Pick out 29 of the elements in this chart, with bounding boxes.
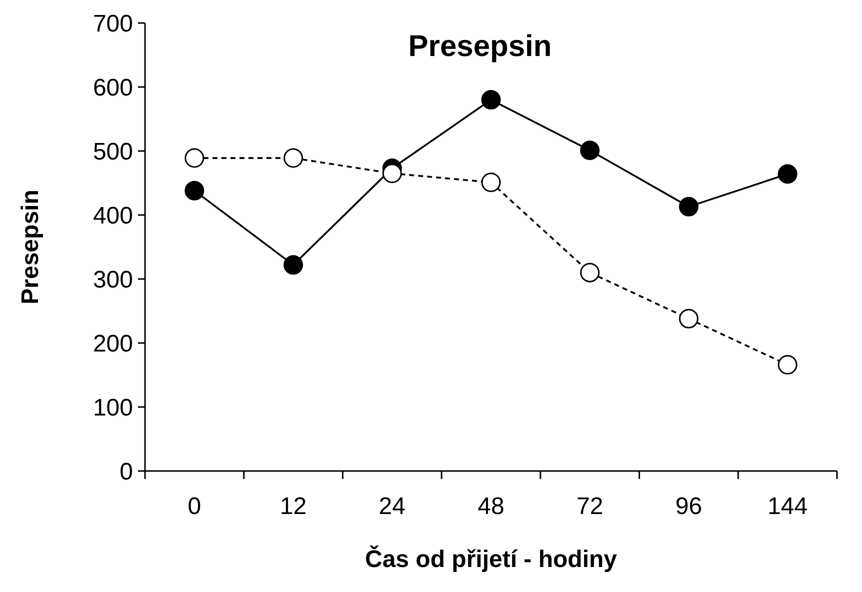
point xyxy=(580,262,600,282)
point xyxy=(678,196,698,216)
x-tick-label: 48 xyxy=(478,493,504,520)
y-tick-label: 100 xyxy=(92,394,133,422)
point xyxy=(481,172,501,192)
x-tick-label: 72 xyxy=(576,493,604,520)
point xyxy=(481,90,501,110)
point xyxy=(580,140,600,160)
y-tick-label: 500 xyxy=(92,138,133,166)
point xyxy=(778,164,798,184)
x-tick-label: 0 xyxy=(188,493,202,520)
y-tick-label: 400 xyxy=(92,202,133,230)
y-tick-label: 200 xyxy=(92,330,133,358)
y-tick-label: 700 xyxy=(92,10,133,38)
point xyxy=(284,148,304,168)
x-axis-title: Čas od přijetí - hodiny xyxy=(364,545,618,573)
chart-title: Presepsin xyxy=(408,30,552,63)
x-tick-label: 144 xyxy=(768,493,808,520)
point xyxy=(184,180,204,200)
point xyxy=(678,308,698,328)
y-tick-label: 0 xyxy=(120,458,133,486)
x-tick-label: 96 xyxy=(675,493,702,520)
y-tick-label: 300 xyxy=(92,266,133,294)
x-tick-label: 24 xyxy=(378,493,406,520)
y-axis-title: Presepsin xyxy=(17,190,44,304)
x-tick-label: 12 xyxy=(280,493,307,520)
point xyxy=(284,255,304,275)
point xyxy=(382,164,402,184)
y-tick-label: 600 xyxy=(92,74,133,102)
